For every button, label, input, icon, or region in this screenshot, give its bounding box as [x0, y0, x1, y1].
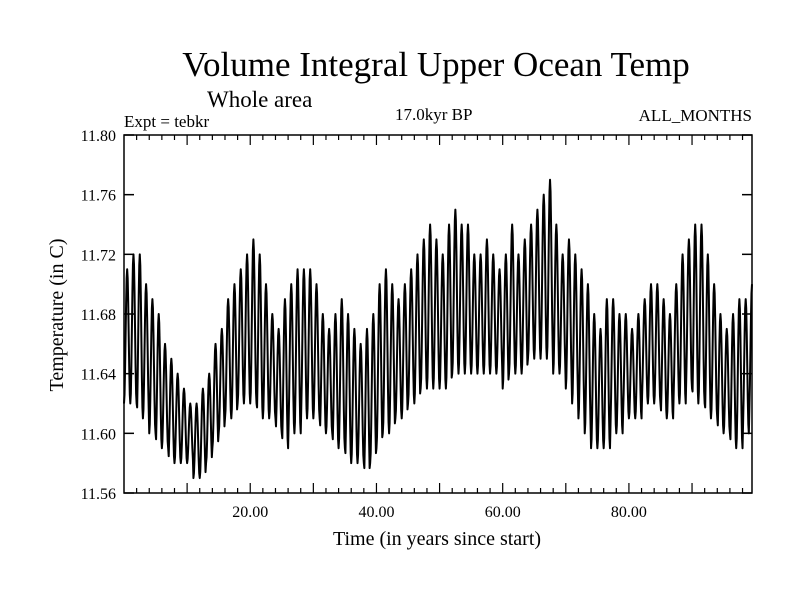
chart-subtitle: Whole area	[207, 87, 312, 112]
x-tick-label: 20.00	[232, 504, 268, 521]
y-tick-label: 11.64	[81, 367, 116, 384]
y-axis-label: Temperature (in C)	[46, 239, 68, 392]
x-tick-label: 80.00	[611, 504, 647, 521]
x-axis-label: Time (in years since start)	[333, 528, 541, 550]
x-tick-label: 40.00	[358, 504, 394, 521]
plot-frame	[123, 134, 753, 494]
experiment-label: Expt = tebkr	[124, 112, 209, 131]
y-tick-label: 11.76	[81, 188, 116, 205]
chart-title: Volume Integral Upper Ocean Temp	[182, 45, 689, 84]
y-tick-label: 11.80	[81, 128, 116, 145]
period-label: 17.0kyr BP	[395, 105, 472, 124]
x-tick-label: 60.00	[485, 504, 521, 521]
months-label: ALL_MONTHS	[639, 106, 752, 125]
y-tick-label: 11.56	[81, 486, 116, 503]
y-tick-label: 11.72	[81, 247, 116, 264]
y-tick-label: 11.60	[81, 426, 116, 443]
series-line	[123, 178, 753, 480]
y-tick-label: 11.68	[81, 307, 116, 324]
axis-tick-labels: 11.56 11.60 11.64 11.68 11.72 11.76 11.80 20.00…	[81, 128, 647, 521]
